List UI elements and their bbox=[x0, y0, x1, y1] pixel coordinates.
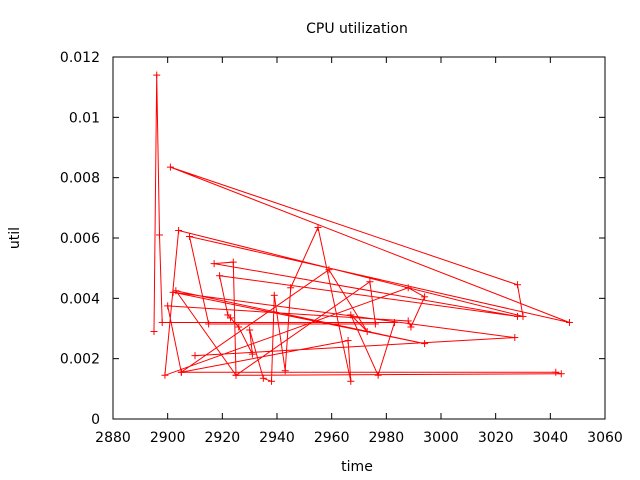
y-tick-label: 0 bbox=[91, 412, 100, 428]
data-point-marker bbox=[363, 328, 371, 336]
data-point-marker bbox=[232, 371, 240, 379]
y-tick-label: 0.002 bbox=[60, 352, 100, 368]
data-point-marker bbox=[164, 302, 172, 310]
x-axis-label: time bbox=[341, 459, 373, 475]
x-tick-label: 2900 bbox=[150, 430, 186, 446]
data-point-marker bbox=[344, 337, 352, 345]
x-tick-label: 2920 bbox=[205, 430, 241, 446]
data-point-marker bbox=[155, 231, 163, 239]
y-tick-label: 0.006 bbox=[60, 231, 100, 247]
x-tick-label: 2940 bbox=[259, 430, 295, 446]
data-point-marker bbox=[366, 278, 374, 286]
x-tick-label: 3060 bbox=[587, 430, 623, 446]
data-point-marker bbox=[374, 371, 382, 379]
y-tick-label: 0.008 bbox=[60, 171, 100, 187]
chart-title: CPU utilization bbox=[306, 21, 408, 37]
data-point-marker bbox=[229, 258, 237, 266]
data-point-marker bbox=[514, 312, 522, 320]
data-point-marker bbox=[166, 163, 174, 171]
data-point-marker bbox=[552, 368, 560, 376]
data-point-marker bbox=[421, 340, 429, 348]
data-point-marker bbox=[347, 311, 355, 319]
data-point-marker bbox=[391, 318, 399, 326]
data-point-marker bbox=[246, 326, 254, 334]
x-tick-label: 2960 bbox=[314, 430, 350, 446]
y-axis-label: util bbox=[7, 227, 23, 249]
data-point-marker bbox=[347, 377, 355, 385]
data-point-marker bbox=[227, 314, 235, 322]
data-point-marker bbox=[150, 328, 158, 336]
data-point-marker bbox=[186, 232, 194, 240]
data-point-marker bbox=[565, 318, 573, 326]
data-point-marker bbox=[158, 318, 166, 326]
data-point-marker bbox=[268, 377, 276, 385]
data-point-marker bbox=[153, 71, 161, 79]
data-point-marker bbox=[175, 226, 183, 234]
data-point-marker bbox=[557, 370, 565, 378]
x-tick-label: 2980 bbox=[369, 430, 405, 446]
data-point-marker bbox=[248, 350, 256, 358]
data-point-marker bbox=[191, 352, 199, 360]
plot-frame bbox=[112, 56, 606, 420]
y-tick-label: 0.012 bbox=[60, 50, 100, 66]
data-point-marker bbox=[287, 284, 295, 292]
data-point-marker bbox=[511, 334, 519, 342]
data-point-marker bbox=[421, 293, 429, 301]
series-line bbox=[153, 75, 570, 383]
x-tick-label: 3000 bbox=[423, 430, 459, 446]
x-tick-label: 3040 bbox=[533, 430, 569, 446]
x-tick-label: 3020 bbox=[478, 430, 514, 446]
data-point-marker bbox=[325, 266, 333, 274]
x-axis: 2880 2900 2920 2940 2960 2980 3000 3020 3040 3060 bbox=[95, 57, 623, 446]
data-point-marker bbox=[404, 317, 412, 325]
data-point-marker bbox=[371, 320, 379, 328]
y-tick-label: 0.004 bbox=[60, 291, 100, 307]
series-cpu-utilization bbox=[150, 71, 573, 385]
data-point-marker bbox=[161, 371, 169, 379]
data-point-marker bbox=[314, 223, 322, 231]
data-point-marker bbox=[177, 368, 185, 376]
data-point-marker bbox=[270, 291, 278, 299]
x-tick-label: 2880 bbox=[95, 430, 131, 446]
data-point-marker bbox=[235, 323, 243, 331]
data-point-marker bbox=[281, 367, 289, 375]
data-point-marker bbox=[259, 374, 267, 382]
data-point-marker bbox=[169, 288, 177, 296]
data-point-marker bbox=[210, 260, 218, 268]
y-tick-label: 0.01 bbox=[69, 110, 100, 126]
data-point-marker bbox=[216, 272, 224, 280]
data-point-marker bbox=[205, 320, 213, 328]
data-point-marker bbox=[407, 323, 415, 331]
y-axis: 0 0.002 0.004 0.006 0.008 0.01 0.012 bbox=[60, 50, 605, 428]
data-point-marker bbox=[514, 281, 522, 289]
data-point-marker bbox=[404, 284, 412, 292]
